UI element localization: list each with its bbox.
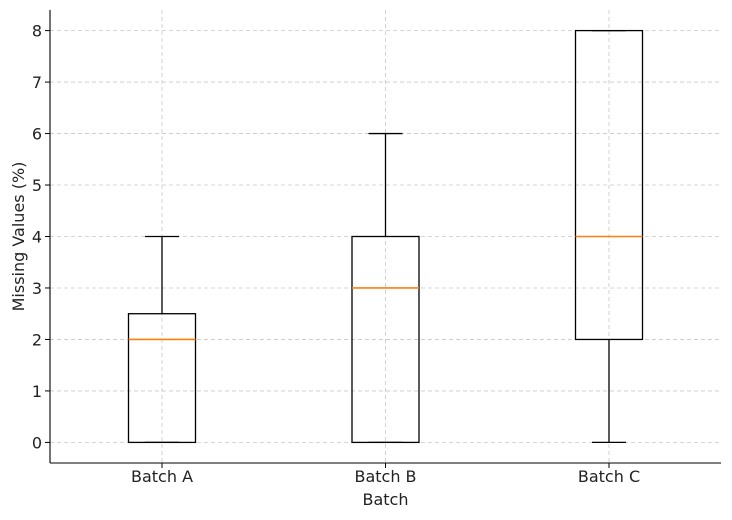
box-body — [127, 313, 197, 444]
box-body — [351, 235, 420, 444]
y-tick-label: 2 — [32, 330, 42, 349]
box-2 — [351, 132, 420, 444]
y-tick-label: 5 — [32, 176, 42, 195]
y-tick-label: 1 — [32, 382, 42, 401]
y-tick-label: 0 — [32, 433, 42, 452]
box-body — [574, 29, 644, 341]
x-tick-label: Batch A — [131, 467, 193, 486]
y-tick-label: 7 — [32, 73, 42, 92]
y-axis-title: Missing Values (%) — [9, 162, 28, 312]
y-tick-label: 3 — [32, 279, 42, 298]
x-ticks: Batch A Batch B Batch C — [131, 463, 640, 486]
x-tick-label: Batch C — [578, 467, 640, 486]
x-tick-label: Batch B — [354, 467, 416, 486]
y-ticks: 0 1 2 3 4 5 6 7 8 — [32, 22, 50, 452]
box-1 — [127, 235, 197, 444]
x-axis-title: Batch — [363, 490, 409, 509]
y-tick-label: 4 — [32, 228, 42, 247]
box-3 — [574, 29, 644, 444]
y-tick-label: 8 — [32, 22, 42, 41]
boxes-layer — [127, 29, 644, 444]
y-tick-label: 6 — [32, 125, 42, 144]
